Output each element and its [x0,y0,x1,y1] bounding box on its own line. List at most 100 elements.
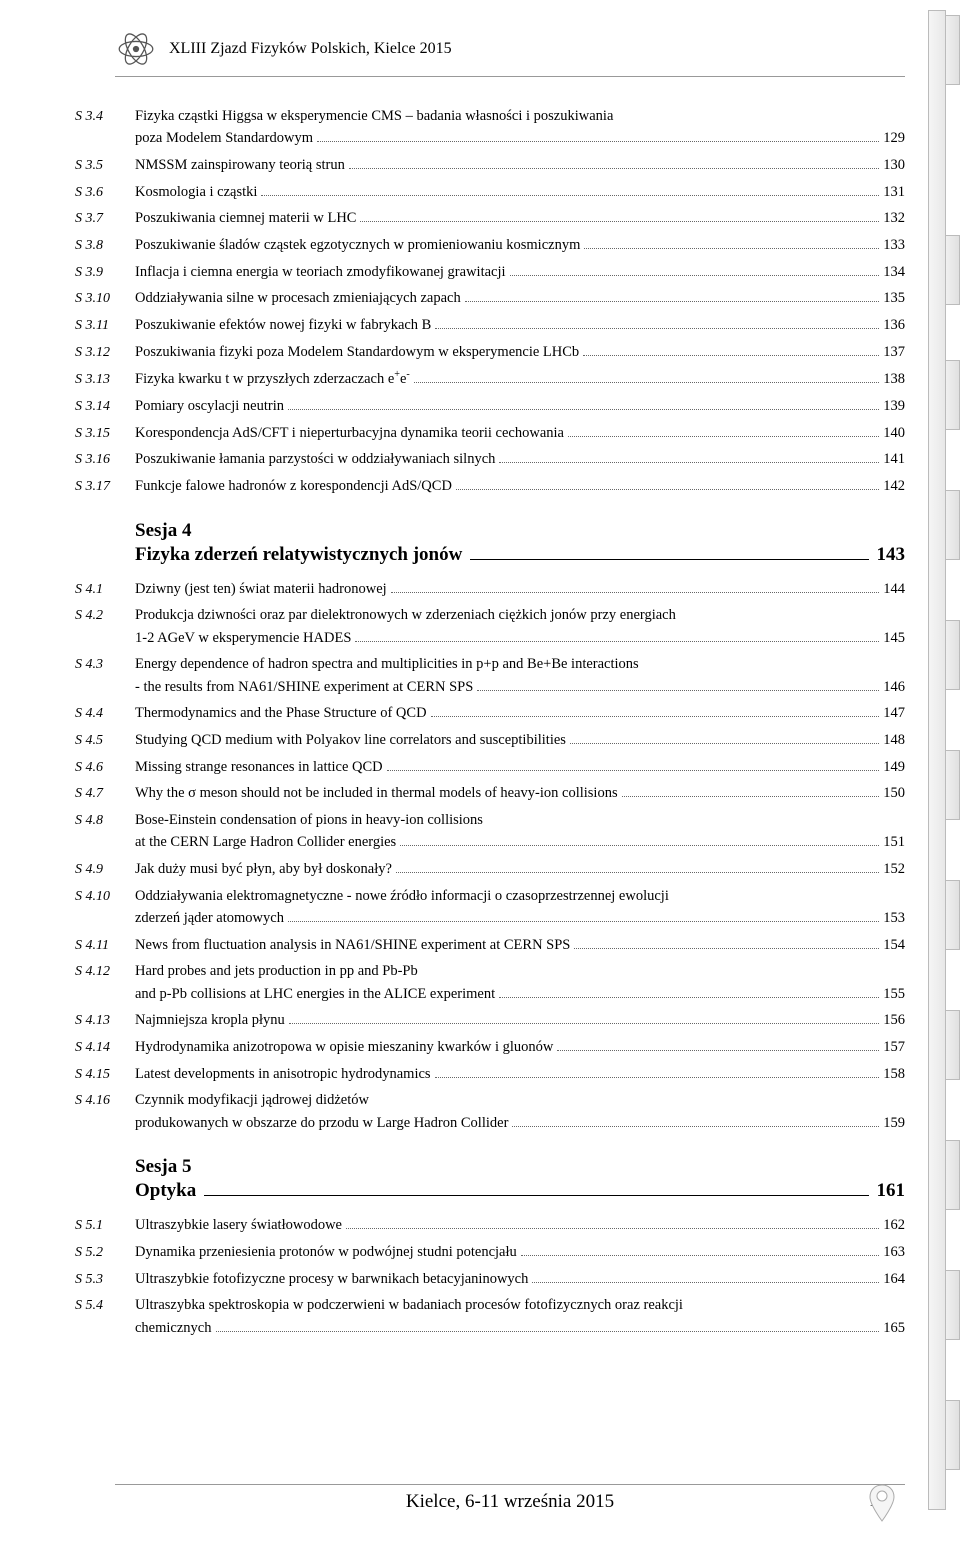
toc-ref: S 4.12 [75,961,135,983]
toc-entry: S 5.1Ultraszybkie lasery światłowodowe16… [75,1214,905,1237]
toc-content: Poszukiwanie śladów cząstek egzotycznych… [135,234,905,256]
toc-title: Poszukiwania fizyki poza Modelem Standar… [135,341,579,363]
toc-page: 147 [883,702,905,724]
toc-ref: S 4.10 [75,886,135,908]
toc-page: 146 [883,676,905,698]
toc-title: Dziwny (jest ten) świat materii hadronow… [135,578,387,600]
toc-title: Why the σ meson should not be included i… [135,782,618,804]
toc-title-line1: Produkcja dziwności oraz par dielektrono… [135,604,905,626]
toc-dots [521,1255,880,1256]
page-footer: Kielce, 6-11 września 2015 15 [115,1484,905,1513]
toc-title: Poszukiwanie łamania parzystości w oddzi… [135,448,495,470]
header-title: XLIII Zjazd Fizyków Polskich, Kielce 201… [169,40,452,58]
toc-title-line1: Bose-Einstein condensation of pions in h… [135,809,905,831]
toc-entry: S 3.10Oddziaływania silne w procesach zm… [75,287,905,310]
toc-dots [396,872,879,873]
toc-page: 130 [883,154,905,176]
toc-page: 135 [883,287,905,309]
toc-page: 132 [883,207,905,229]
toc-title: Ultraszybkie lasery światłowodowe [135,1214,342,1236]
toc-dots [583,355,879,356]
toc-title-line1: Hard probes and jets production in pp an… [135,960,905,982]
toc-ref: S 3.8 [75,235,135,257]
toc-dots [349,168,879,169]
toc-entry: S 4.13Najmniejsza kropla płynu156 [75,1009,905,1032]
toc-content: Kosmologia i cząstki131 [135,181,905,203]
toc-dots [360,221,879,222]
toc-ref: S 3.9 [75,262,135,284]
toc-ref: S 4.9 [75,859,135,881]
toc-dots [289,1023,879,1024]
toc-content: Pomiary oscylacji neutrin 139 [135,395,905,417]
toc-page: 165 [883,1317,905,1339]
toc-ref: S 3.16 [75,449,135,471]
toc-ref: S 3.5 [75,155,135,177]
session4-list: S 4.1Dziwny (jest ten) świat materii had… [75,578,905,1135]
toc-entry: S 3.9Inflacja i ciemna energia w teoriac… [75,261,905,284]
session5-header: Sesja 5 Optyka 161 [135,1156,905,1202]
toc-page: 159 [883,1112,905,1134]
toc-ref: S 3.11 [75,315,135,337]
toc-ref: S 3.6 [75,182,135,204]
toc-dots [387,770,880,771]
toc-content: Hydrodynamika anizotropowa w opisie mies… [135,1036,905,1058]
session-rule [470,559,868,560]
toc-title: Oddziaływania silne w procesach zmieniaj… [135,287,461,309]
toc-ref: S 3.10 [75,288,135,310]
toc-entry: S 3.8Poszukiwanie śladów cząstek egzotyc… [75,234,905,257]
toc-dots [346,1228,879,1229]
toc-page: 138 [883,368,905,390]
toc-page: 136 [883,314,905,336]
toc-dots [391,592,880,593]
toc-title: Jak duży musi być płyn, aby był doskonał… [135,858,392,880]
toc-content: Najmniejsza kropla płynu 156 [135,1009,905,1031]
toc-entry: S 3.7Poszukiwania ciemnej materii w LHC1… [75,207,905,230]
session5-title: Optyka [135,1180,196,1202]
toc-entry: S 4.12Hard probes and jets production in… [75,960,905,1005]
toc-dots [499,462,879,463]
toc-page: 139 [883,395,905,417]
toc-dots [288,921,879,922]
toc-ref: S 4.8 [75,810,135,832]
toc-title-line2: chemicznych [135,1317,212,1339]
toc-entry: S 4.3Energy dependence of hadron spectra… [75,653,905,698]
toc-title-line1: Fizyka cząstki Higgsa w eksperymencie CM… [135,105,905,127]
toc-dots [570,743,879,744]
toc-content: Ultraszybka spektroskopia w podczerwieni… [135,1294,905,1339]
toc-entry: S 4.14Hydrodynamika anizotropowa w opisi… [75,1036,905,1059]
toc-content: Bose-Einstein condensation of pions in h… [135,809,905,854]
toc-content: Why the σ meson should not be included i… [135,782,905,804]
toc-entry: S 3.13Fizyka kwarku t w przyszłych zderz… [75,367,905,391]
toc-dots [510,275,880,276]
toc-content: Inflacja i ciemna energia w teoriach zmo… [135,261,905,283]
toc-title-line2: zderzeń jąder atomowych [135,907,284,929]
toc-entry: S 4.16Czynnik modyfikacji jądrowej didże… [75,1089,905,1134]
toc-page: 137 [883,341,905,363]
session4-name: Sesja 4 [135,520,905,542]
toc-content: NMSSM zainspirowany teorią strun130 [135,154,905,176]
toc-ref: S 4.7 [75,783,135,805]
logo-icon [115,28,157,70]
toc-title: Studying QCD medium with Polyakov line c… [135,729,566,751]
toc-ref: S 5.4 [75,1295,135,1317]
toc-page: 157 [883,1036,905,1058]
toc-title: Pomiary oscylacji neutrin [135,395,284,417]
toc-page: 148 [883,729,905,751]
toc-ref: S 4.3 [75,654,135,676]
toc-title-line1: Czynnik modyfikacji jądrowej didżetów [135,1089,905,1111]
toc-page: 133 [883,234,905,256]
toc-dots [355,641,879,642]
toc-ref: S 3.17 [75,476,135,498]
toc-page: 156 [883,1009,905,1031]
toc-entry: S 3.15Korespondencja AdS/CFT i niepertur… [75,422,905,445]
toc-entry: S 3.11Poszukiwanie efektów nowej fizyki … [75,314,905,337]
toc-entry: S 4.5Studying QCD medium with Polyakov l… [75,729,905,752]
toc-entry: S 4.9Jak duży musi być płyn, aby był dos… [75,858,905,881]
pin-icon [867,1483,897,1523]
toc-ref: S 4.14 [75,1037,135,1059]
toc-ref: S 3.14 [75,396,135,418]
toc-title: Najmniejsza kropla płynu [135,1009,285,1031]
toc-content: Fizyka cząstki Higgsa w eksperymencie CM… [135,105,905,150]
toc-entry: S 4.10Oddziaływania elektromagnetyczne -… [75,885,905,930]
toc-entry: S 4.8Bose-Einstein condensation of pions… [75,809,905,854]
